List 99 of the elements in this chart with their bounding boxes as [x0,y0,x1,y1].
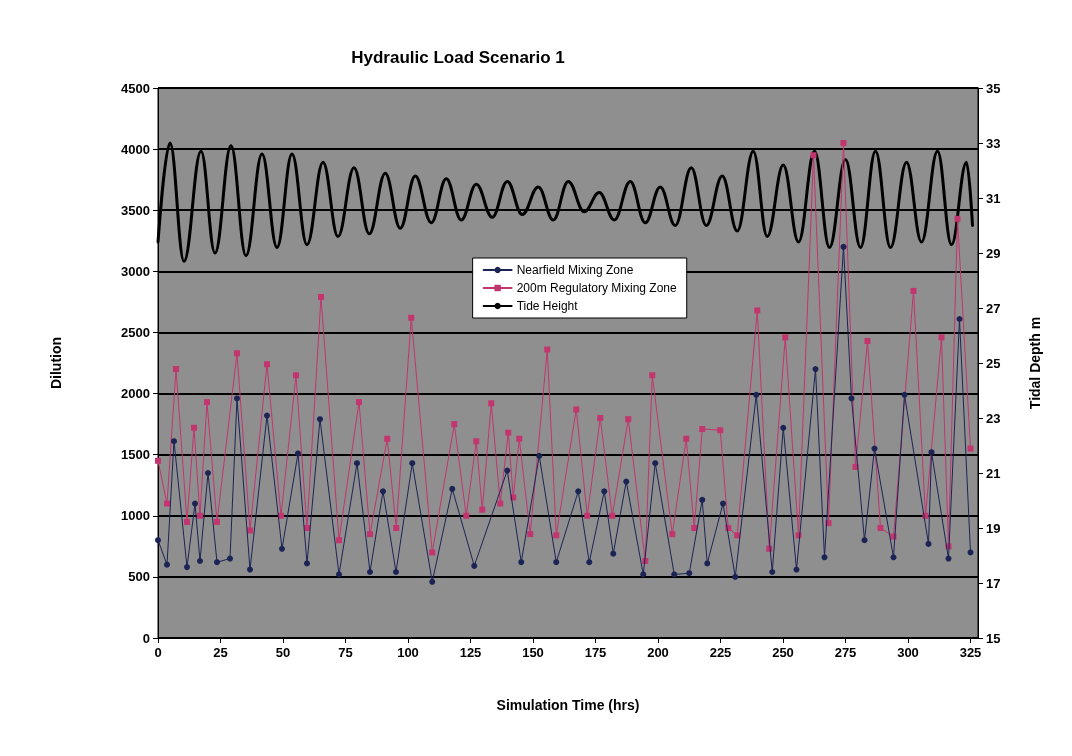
point [553,559,560,566]
point [295,450,301,457]
point [504,467,511,474]
point [871,445,878,452]
point [610,550,617,557]
point [197,558,203,564]
point [429,578,436,585]
point [155,537,161,544]
point [780,424,787,431]
y-tick-label: 3000 [121,263,150,279]
x-tick-label: 75 [338,645,353,660]
point [575,488,582,495]
x-tick-label: 0 [154,645,162,660]
x-tick-label: 175 [584,645,607,660]
y-tick-label: 4500 [121,80,150,96]
y-tick-label: 0 [142,630,150,646]
y2-tick-label: 21 [986,465,1001,481]
point [601,488,608,495]
x-tick-label: 300 [897,645,919,660]
point [393,569,399,575]
point [901,391,908,398]
y2-tick-label: 17 [986,575,1001,591]
point [753,391,760,398]
y-tick-label: 500 [128,569,150,585]
x-tick-label: 250 [772,645,794,660]
point [354,460,360,467]
point [671,571,678,578]
x-axis-title: Simulation Time (hrs) [496,697,640,713]
point [967,549,974,556]
y-tick-label: 4000 [121,141,150,157]
point [699,496,706,503]
x-tick-label: 25 [213,645,228,660]
y-tick-label: 1500 [121,447,150,463]
legend-label: Nearfield Mixing Zone [516,263,634,277]
x-tick-label: 150 [522,645,544,660]
legend-label: 200m Regulatory Mixing Zone [516,281,678,295]
point [471,562,478,569]
chart-title: Hydraulic Load Scenario 1 [351,48,565,67]
y2-tick-label: 33 [986,135,1001,151]
point [264,412,270,419]
point [449,485,456,492]
point [164,561,170,568]
y2-tick-label: 27 [986,300,1001,316]
point [367,569,373,575]
point [317,416,323,423]
point [640,571,647,578]
y2-tick-label: 29 [986,245,1001,261]
x-tick-label: 225 [709,645,732,660]
point [234,395,240,402]
x-tick-label: 200 [647,645,669,660]
y-tick-label: 2000 [121,386,150,402]
point [214,559,220,566]
point [812,366,819,373]
point [793,566,800,573]
point [704,560,711,567]
x-tick-label: 100 [397,645,419,660]
point [247,566,253,573]
point [928,449,935,456]
y2-axis-title: Tidal Depth m [1027,316,1043,410]
point [192,500,198,507]
point [205,470,211,476]
point [720,500,726,507]
point [769,569,776,575]
point [304,560,310,567]
point [732,573,739,580]
x-tick-label: 275 [834,645,857,660]
point [518,559,525,566]
x-tick-label: 125 [459,645,482,660]
y2-tick-label: 35 [986,80,1001,96]
x-tick-label: 50 [275,645,291,660]
x-tick-label: 325 [959,645,982,660]
y-tick-label: 2500 [121,324,150,340]
point [227,555,233,562]
y2-tick-label: 25 [986,355,1001,371]
y-tick-label: 3500 [121,202,150,218]
y2-tick-label: 15 [986,630,1001,646]
legend-label: Tide Height [516,299,579,313]
y2-tick-label: 19 [986,520,1001,536]
point [380,488,386,495]
y-tick-label: 1000 [121,508,150,524]
y2-tick-label: 31 [986,190,1001,206]
point [848,395,855,402]
point [171,438,177,445]
point [623,478,630,485]
point [536,452,543,459]
point [336,571,342,578]
point [956,316,963,322]
point [686,570,693,577]
point [184,564,190,571]
point [279,545,285,552]
point [586,559,593,566]
point [652,460,659,467]
point [409,460,416,467]
y2-tick-label: 23 [986,410,1001,426]
point [840,243,847,250]
y-axis-title: Dilution [48,336,64,390]
point [925,540,932,547]
point [861,537,868,544]
point [945,555,952,562]
